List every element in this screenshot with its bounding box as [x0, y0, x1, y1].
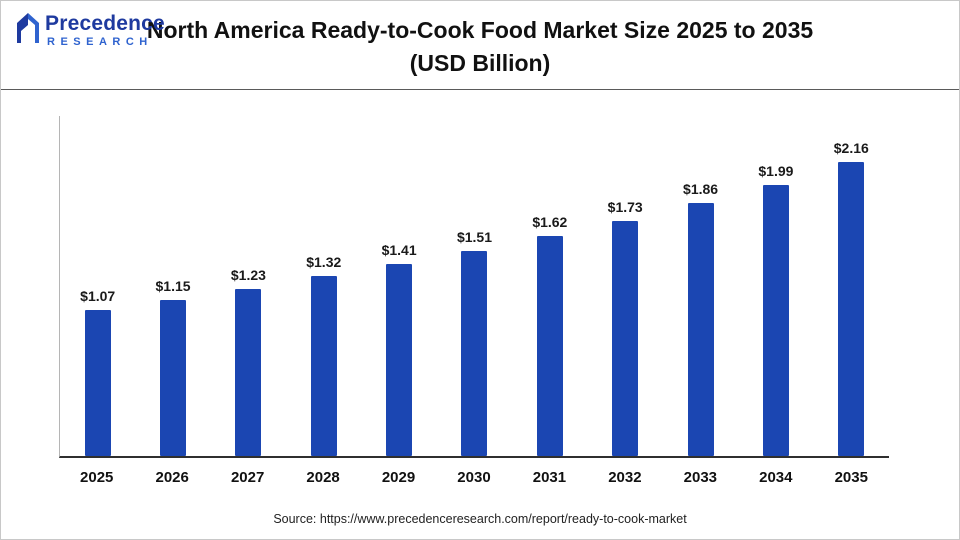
x-axis-tick-label: 2027 [230, 469, 265, 486]
bar-value-label: $1.73 [607, 199, 643, 215]
bar-group: $1.23 [211, 267, 286, 456]
x-axis-tick-label: 2035 [834, 469, 868, 486]
bar [612, 221, 639, 456]
bar-value-label: $1.99 [758, 163, 794, 179]
bar-group: $1.15 [135, 278, 210, 456]
chart-title-line2: (USD Billion) [409, 50, 551, 77]
bar-group: $1.99 [738, 163, 813, 456]
bar-group: $2.16 [814, 140, 889, 456]
bar [762, 185, 789, 456]
bar-group: $1.51 [437, 229, 512, 456]
x-axis-tick-label: 2029 [381, 469, 416, 486]
x-axis-tick-label: 2032 [608, 469, 642, 486]
x-axis-tick-label: 2031 [532, 469, 567, 486]
logo-name: Precedence [45, 12, 165, 35]
bar-value-label: $1.41 [381, 242, 417, 258]
bar-value-label: $1.15 [155, 278, 191, 294]
x-axis-tick-label: 2033 [683, 469, 718, 486]
bar-group: $1.07 [60, 288, 135, 456]
x-axis-tick-label: 2028 [306, 469, 340, 486]
logo-arrow-icon [17, 13, 39, 43]
x-axis-tick-label: 2034 [759, 469, 793, 486]
logo-subname: RESEARCH [47, 36, 153, 49]
bar [84, 310, 111, 456]
bar-group: $1.62 [512, 214, 587, 456]
x-axis-tick-label: 2030 [457, 469, 491, 486]
bar-group: $1.32 [286, 254, 361, 456]
bar [160, 300, 187, 456]
plot-area: $1.07 $1.15 $1.23 $1.32 $1.41 $1.51 $1.62 $1.73… [59, 116, 889, 458]
bar [461, 251, 488, 456]
bar-value-label: $1.86 [683, 181, 719, 197]
bar-value-label: $1.32 [306, 254, 342, 270]
logo: Precedence RESEARCH [15, 12, 165, 49]
bar-group: $1.86 [663, 181, 738, 456]
bar [536, 236, 563, 456]
bar [838, 162, 865, 456]
bar-group: $1.41 [361, 242, 436, 456]
logo-text: Precedence RESEARCH [45, 12, 165, 49]
header: Precedence RESEARCH North America Ready-… [1, 1, 959, 90]
bar [386, 264, 413, 456]
bar-value-label: $1.62 [532, 214, 568, 230]
chart-title-line1: North America Ready-to-Cook Food Market … [146, 17, 814, 43]
x-axis-labels: 2025 2026 2027 2028 2029 2030 2031 2032 2033 2034… [59, 458, 889, 486]
bar [235, 289, 262, 456]
bar-value-label: $2.16 [833, 140, 869, 156]
bar-value-label: $1.51 [456, 229, 492, 245]
bar-value-label: $1.07 [80, 288, 116, 304]
bar [687, 203, 714, 456]
x-axis-tick-label: 2026 [155, 469, 189, 486]
x-axis-tick-label: 2025 [80, 469, 114, 486]
chart-title: North America Ready-to-Cook Food Market … [1, 1, 959, 81]
bar [310, 276, 337, 456]
source-text: Source: https://www.precedenceresearch.c… [273, 512, 687, 526]
bar-value-label: $1.23 [230, 267, 266, 283]
bar-group: $1.73 [588, 199, 663, 456]
